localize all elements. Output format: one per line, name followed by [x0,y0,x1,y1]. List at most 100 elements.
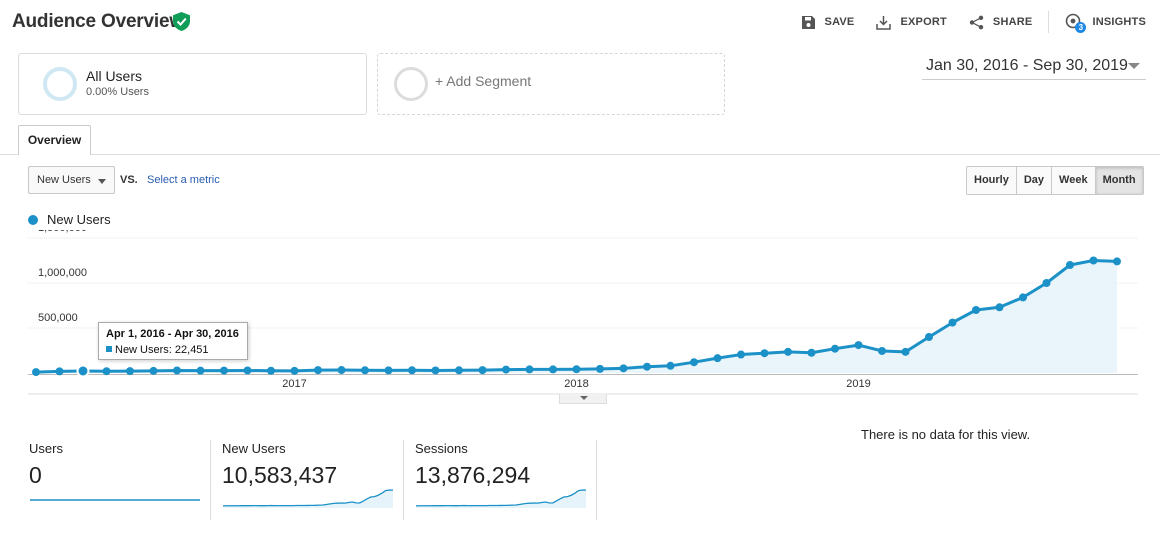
data-point [384,366,393,375]
verified-shield-icon [173,12,190,31]
data-point [102,367,111,376]
caret-down-icon [580,396,588,400]
share-button[interactable]: SHARE [969,15,1033,30]
data-point [784,347,792,356]
tooltip-value-text: New Users: 22,451 [115,344,209,356]
scorecard-value: 10,583,437 [222,462,338,488]
insights-count-badge: 3 [1075,22,1087,33]
week-button[interactable]: Week [1051,167,1095,194]
segment-all-users[interactable]: All Users 0.00% Users [18,53,367,115]
data-point [502,365,510,374]
data-point [807,348,816,357]
data-point [831,344,839,353]
export-button[interactable]: EXPORT [876,15,947,30]
data-point [925,333,933,341]
scorecard-users[interactable]: Users 0 [29,440,204,520]
data-point [478,366,487,375]
x-tick-label: 2018 [564,378,588,390]
day-button[interactable]: Day [1015,167,1052,194]
data-point [1019,293,1027,302]
data-point [314,366,322,375]
data-point [1042,279,1051,287]
insights-icon [1066,13,1081,29]
insights-label: INSIGHTS [1092,16,1146,28]
data-point [290,366,299,375]
scorecard-label: New Users [222,441,286,456]
data-point [408,366,416,375]
data-point [666,361,675,370]
report-header: Audience Overview SAVE EXPORT [0,0,1160,44]
caret-down-icon [1128,63,1140,69]
add-segment-button[interactable]: + Add Segment [377,53,725,115]
share-icon [969,15,984,29]
data-point [901,347,910,356]
add-segment-label: + Add Segment [435,73,532,89]
chart-collapse-handle[interactable] [559,394,607,404]
data-point [596,364,604,373]
data-point [173,366,181,375]
metric-dropdown[interactable]: New Users [28,166,115,194]
data-point [1113,257,1121,266]
insights-button[interactable]: 3 INSIGHTS [1065,13,1146,33]
scorecard-sessions[interactable]: Sessions 13,876,294 [415,440,590,520]
save-button[interactable]: SAVE [801,15,855,30]
select-metric-link[interactable]: Select a metric [147,174,220,186]
tooltip-date-range: Apr 1, 2016 - Apr 30, 2016 [106,328,239,340]
data-point [619,364,628,373]
sparkline-area [416,490,586,508]
legend-series-label: New Users [47,212,111,227]
data-point [149,366,158,375]
data-point [32,368,40,377]
users-sparkline [30,499,200,501]
scorecard-divider [210,440,211,520]
sessions-sparkline [415,489,587,508]
empty-segment-ring-icon [394,67,428,101]
scorecard-new-users[interactable]: New Users 10,583,437 [222,440,397,520]
data-point [361,366,369,375]
tab-divider [0,154,1160,155]
data-point [76,364,90,378]
segment-name: All Users [86,68,143,84]
metric-dropdown-value: New Users [37,174,91,186]
y-tick-label: 1,500,000 [38,230,87,234]
export-label: EXPORT [900,16,947,28]
scorecard-label: Users [29,441,63,456]
hourly-button[interactable]: Hourly [967,167,1016,194]
vs-label: VS. [120,174,138,186]
segment-percent: 0.00% Users [86,86,149,98]
y-tick-label: 1,000,000 [38,267,87,279]
new-users-line-chart[interactable]: 1,500,000 1,000,000 500,000 2017 2018 2019 [0,230,1160,410]
date-range-picker[interactable]: Jan 30, 2016 - Sep 30, 2019 [922,54,1146,80]
data-point [220,366,228,375]
data-point [455,366,463,375]
export-icon [876,15,892,30]
scorecard-value: 13,876,294 [415,462,531,488]
data-point [878,346,886,355]
data-point [1089,256,1098,265]
data-point [972,306,980,314]
y-tick-label: 500,000 [38,312,78,324]
sparkline-line [415,489,587,507]
data-point [337,366,346,375]
date-range-text: Jan 30, 2016 - Sep 30, 2019 [926,57,1128,74]
month-button[interactable]: Month [1094,167,1143,194]
data-point [737,350,745,359]
data-point [854,341,863,350]
data-point [126,367,134,376]
sparkline-line [222,489,394,507]
granularity-toggle: Hourly Day Week Month [966,166,1144,195]
series-area [36,260,1117,373]
data-point [995,303,1004,312]
data-point [1066,261,1074,269]
tooltip-value: New Users: 22,451 [106,344,209,356]
tab-overview[interactable]: Overview [18,125,91,155]
scorecard-label: Sessions [415,441,468,456]
data-point [690,358,698,367]
data-point [525,365,534,374]
data-point [643,362,651,371]
data-point [55,367,64,376]
scorecard-divider [596,440,597,520]
segment-ring-icon [43,67,77,101]
scorecard-value: 0 [29,462,42,488]
page-title: Audience Overview [12,11,184,32]
